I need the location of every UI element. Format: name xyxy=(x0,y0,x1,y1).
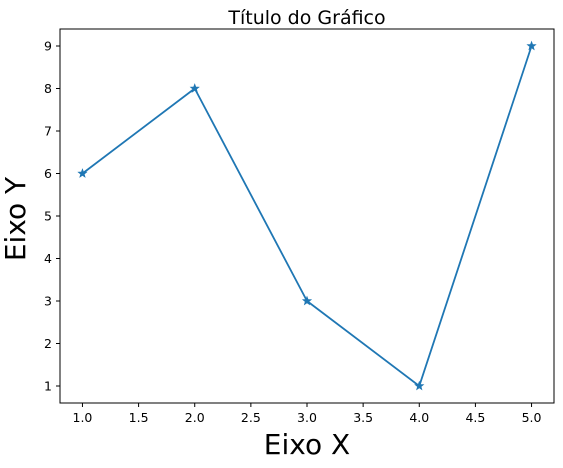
x-tick-label: 1.0 xyxy=(73,410,93,425)
x-tick-label: 4.5 xyxy=(465,410,485,425)
data-point-star xyxy=(77,168,88,178)
x-axis-ticks: 1.0 1.5 2.0 2.5 3.0 3.5 4.0 4.5 5.0 xyxy=(73,403,542,425)
y-tick-label: 3 xyxy=(44,294,52,309)
plot-frame xyxy=(59,28,555,404)
y-tick-label: 7 xyxy=(44,124,52,139)
y-tick-label: 2 xyxy=(44,336,52,351)
y-axis-ticks: 1 2 3 4 5 6 7 8 9 xyxy=(44,39,60,394)
y-tick-label: 4 xyxy=(44,251,52,266)
x-tick-label: 3.0 xyxy=(297,410,317,425)
y-axis-label: Eixo Y xyxy=(0,176,32,261)
chart-title: Título do Gráfico xyxy=(227,7,385,29)
x-tick-label: 2.0 xyxy=(185,410,205,425)
y-tick-label: 8 xyxy=(44,81,52,96)
y-tick-label: 1 xyxy=(44,379,52,394)
x-tick-label: 3.5 xyxy=(353,410,373,425)
data-point-star xyxy=(526,40,537,51)
y-tick-label: 6 xyxy=(44,166,52,181)
x-tick-label: 1.5 xyxy=(129,410,149,425)
x-tick-label: 5.0 xyxy=(522,410,542,425)
y-tick-label: 5 xyxy=(44,209,52,224)
data-point-star xyxy=(301,295,313,306)
data-point-star xyxy=(189,83,200,93)
series-line xyxy=(81,45,533,387)
y-tick-label: 9 xyxy=(44,39,52,54)
plot-series xyxy=(77,40,537,391)
x-axis-label: Eixo X xyxy=(264,428,350,461)
x-tick-label: 4.0 xyxy=(409,410,429,425)
x-tick-label: 2.5 xyxy=(241,410,261,425)
data-point-star xyxy=(414,380,425,391)
